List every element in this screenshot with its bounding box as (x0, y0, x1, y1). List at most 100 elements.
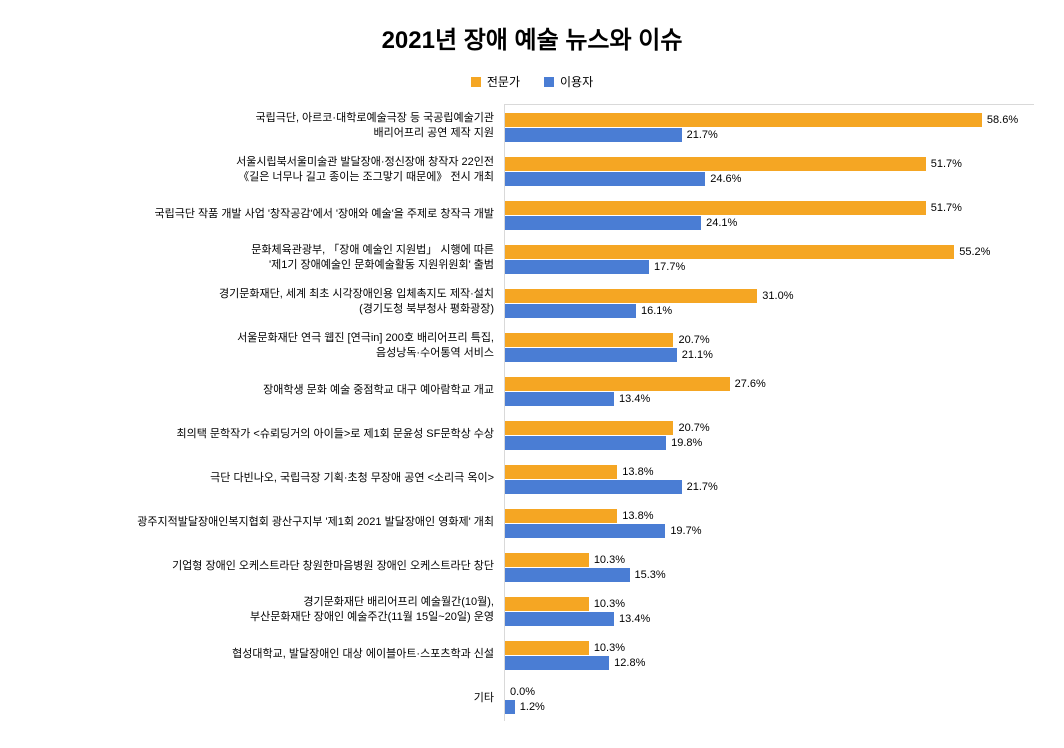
bar-rect (505, 392, 614, 406)
bar-expert: 55.2% (505, 245, 1034, 259)
bar-value-label: 19.7% (670, 525, 701, 537)
bar-user: 12.8% (505, 656, 1034, 670)
bar-rect (505, 333, 673, 347)
bar-value-label: 10.3% (594, 642, 625, 654)
bar-value-label: 51.7% (931, 158, 962, 170)
bar-group: 20.7% 19.8% (505, 413, 1034, 457)
bar-user: 16.1% (505, 304, 1034, 318)
bar-expert: 51.7% (505, 201, 1034, 215)
bar-value-label: 31.0% (762, 290, 793, 302)
category-label: 극단 다빈나오, 국립극장 기획·초청 무장애 공연 <소리극 옥이> (30, 456, 504, 500)
bar-value-label: 1.2% (520, 701, 545, 713)
bar-user: 24.6% (505, 172, 1034, 186)
legend-label-user: 이용자 (560, 73, 593, 90)
bar-value-label: 51.7% (931, 202, 962, 214)
category-label: 최의택 문학작가 <슈뢰딩거의 아이들>로 제1회 문윤성 SF문학상 수상 (30, 412, 504, 456)
bar-user: 13.4% (505, 392, 1034, 406)
bar-rect (505, 377, 730, 391)
bar-value-label: 21.1% (682, 349, 713, 361)
legend-swatch-expert (471, 77, 481, 87)
bar-group: 13.8% 19.7% (505, 501, 1034, 545)
bar-group: 0.0% 1.2% (505, 677, 1034, 721)
bar-rect (505, 568, 630, 582)
bar-group: 27.6% 13.4% (505, 369, 1034, 413)
bar-value-label: 17.7% (654, 261, 685, 273)
category-label: 국립극단 작품 개발 사업 '창작공감'에서 '장애와 예술'을 주제로 창작극… (30, 192, 504, 236)
legend-item-user: 이용자 (544, 73, 593, 90)
category-label: 서울문화재단 연극 웹진 [연극in] 200호 배리어프리 특집,음성낭독·수… (30, 324, 504, 368)
bar-value-label: 20.7% (678, 422, 709, 434)
bar-value-label: 13.4% (619, 393, 650, 405)
bar-expert: 0.0% (505, 685, 1034, 699)
bar-rect (505, 216, 701, 230)
bar-rect (505, 524, 665, 538)
bar-group: 51.7% 24.1% (505, 193, 1034, 237)
category-label: 광주지적발달장애인복지협회 광산구지부 '제1회 2021 발달장애인 영화제'… (30, 500, 504, 544)
bar-rect (505, 348, 677, 362)
category-label: 국립극단, 아르코·대학로예술극장 등 국공립예술기관배리어프리 공연 제작 지… (30, 104, 504, 148)
bar-expert: 13.8% (505, 465, 1034, 479)
bar-expert: 20.7% (505, 421, 1034, 435)
bar-expert: 13.8% (505, 509, 1034, 523)
bar-rect (505, 656, 609, 670)
bar-rect (505, 480, 682, 494)
bar-rect (505, 172, 705, 186)
bar-group: 51.7% 24.6% (505, 149, 1034, 193)
bar-group: 10.3% 15.3% (505, 545, 1034, 589)
bar-value-label: 20.7% (678, 334, 709, 346)
bar-expert: 10.3% (505, 553, 1034, 567)
bar-rect (505, 128, 682, 142)
bar-group: 55.2% 17.7% (505, 237, 1034, 281)
chart-title: 2021년 장애 예술 뉴스와 이슈 (30, 20, 1034, 55)
bar-user: 24.1% (505, 216, 1034, 230)
bar-value-label: 15.3% (635, 569, 666, 581)
bar-value-label: 19.8% (671, 437, 702, 449)
bar-value-label: 21.7% (687, 481, 718, 493)
bar-expert: 27.6% (505, 377, 1034, 391)
bar-rect (505, 421, 673, 435)
bar-value-label: 21.7% (687, 129, 718, 141)
bar-value-label: 58.6% (987, 114, 1018, 126)
bar-expert: 31.0% (505, 289, 1034, 303)
bar-user: 13.4% (505, 612, 1034, 626)
bar-value-label: 24.1% (706, 217, 737, 229)
bar-value-label: 13.8% (622, 466, 653, 478)
bar-expert: 58.6% (505, 113, 1034, 127)
bar-value-label: 12.8% (614, 657, 645, 669)
bar-rect (505, 509, 617, 523)
bar-user: 17.7% (505, 260, 1034, 274)
bar-group: 10.3% 13.4% (505, 589, 1034, 633)
bar-value-label: 13.4% (619, 613, 650, 625)
bar-group: 10.3% 12.8% (505, 633, 1034, 677)
bar-rect (505, 289, 757, 303)
chart-container: 2021년 장애 예술 뉴스와 이슈 전문가 이용자 국립극단, 아르코·대학로… (0, 0, 1064, 731)
category-label: 기업형 장애인 오케스트라단 창원한마음병원 장애인 오케스트라단 창단 (30, 544, 504, 588)
bar-user: 15.3% (505, 568, 1034, 582)
bars-column: 58.6% 21.7% 51.7% 24.6% 51.7% 24.1% 55.2% 17.7%… (504, 104, 1034, 721)
bar-user: 21.7% (505, 480, 1034, 494)
legend-swatch-user (544, 77, 554, 87)
category-label: 경기문화재단 배리어프리 예술월간(10월),부산문화재단 장애인 예술주간(1… (30, 588, 504, 632)
bar-value-label: 10.3% (594, 554, 625, 566)
category-label: 장애학생 문화 예술 중점학교 대구 예아람학교 개교 (30, 368, 504, 412)
bar-rect (505, 304, 636, 318)
bar-rect (505, 113, 982, 127)
bar-user: 21.7% (505, 128, 1034, 142)
bar-rect (505, 201, 926, 215)
category-labels-column: 국립극단, 아르코·대학로예술극장 등 국공립예술기관배리어프리 공연 제작 지… (30, 104, 504, 721)
bar-rect (505, 245, 954, 259)
bar-value-label: 27.6% (735, 378, 766, 390)
bar-rect (505, 436, 666, 450)
legend-label-expert: 전문가 (487, 73, 520, 90)
bar-rect (505, 553, 589, 567)
bar-value-label: 55.2% (959, 246, 990, 258)
bar-rect (505, 700, 515, 714)
category-label: 기타 (30, 676, 504, 720)
bar-expert: 20.7% (505, 333, 1034, 347)
chart-plot: 국립극단, 아르코·대학로예술극장 등 국공립예술기관배리어프리 공연 제작 지… (30, 104, 1034, 721)
bar-rect (505, 465, 617, 479)
bar-expert: 10.3% (505, 597, 1034, 611)
bar-group: 58.6% 21.7% (505, 105, 1034, 149)
bar-rect (505, 260, 649, 274)
bar-user: 19.7% (505, 524, 1034, 538)
